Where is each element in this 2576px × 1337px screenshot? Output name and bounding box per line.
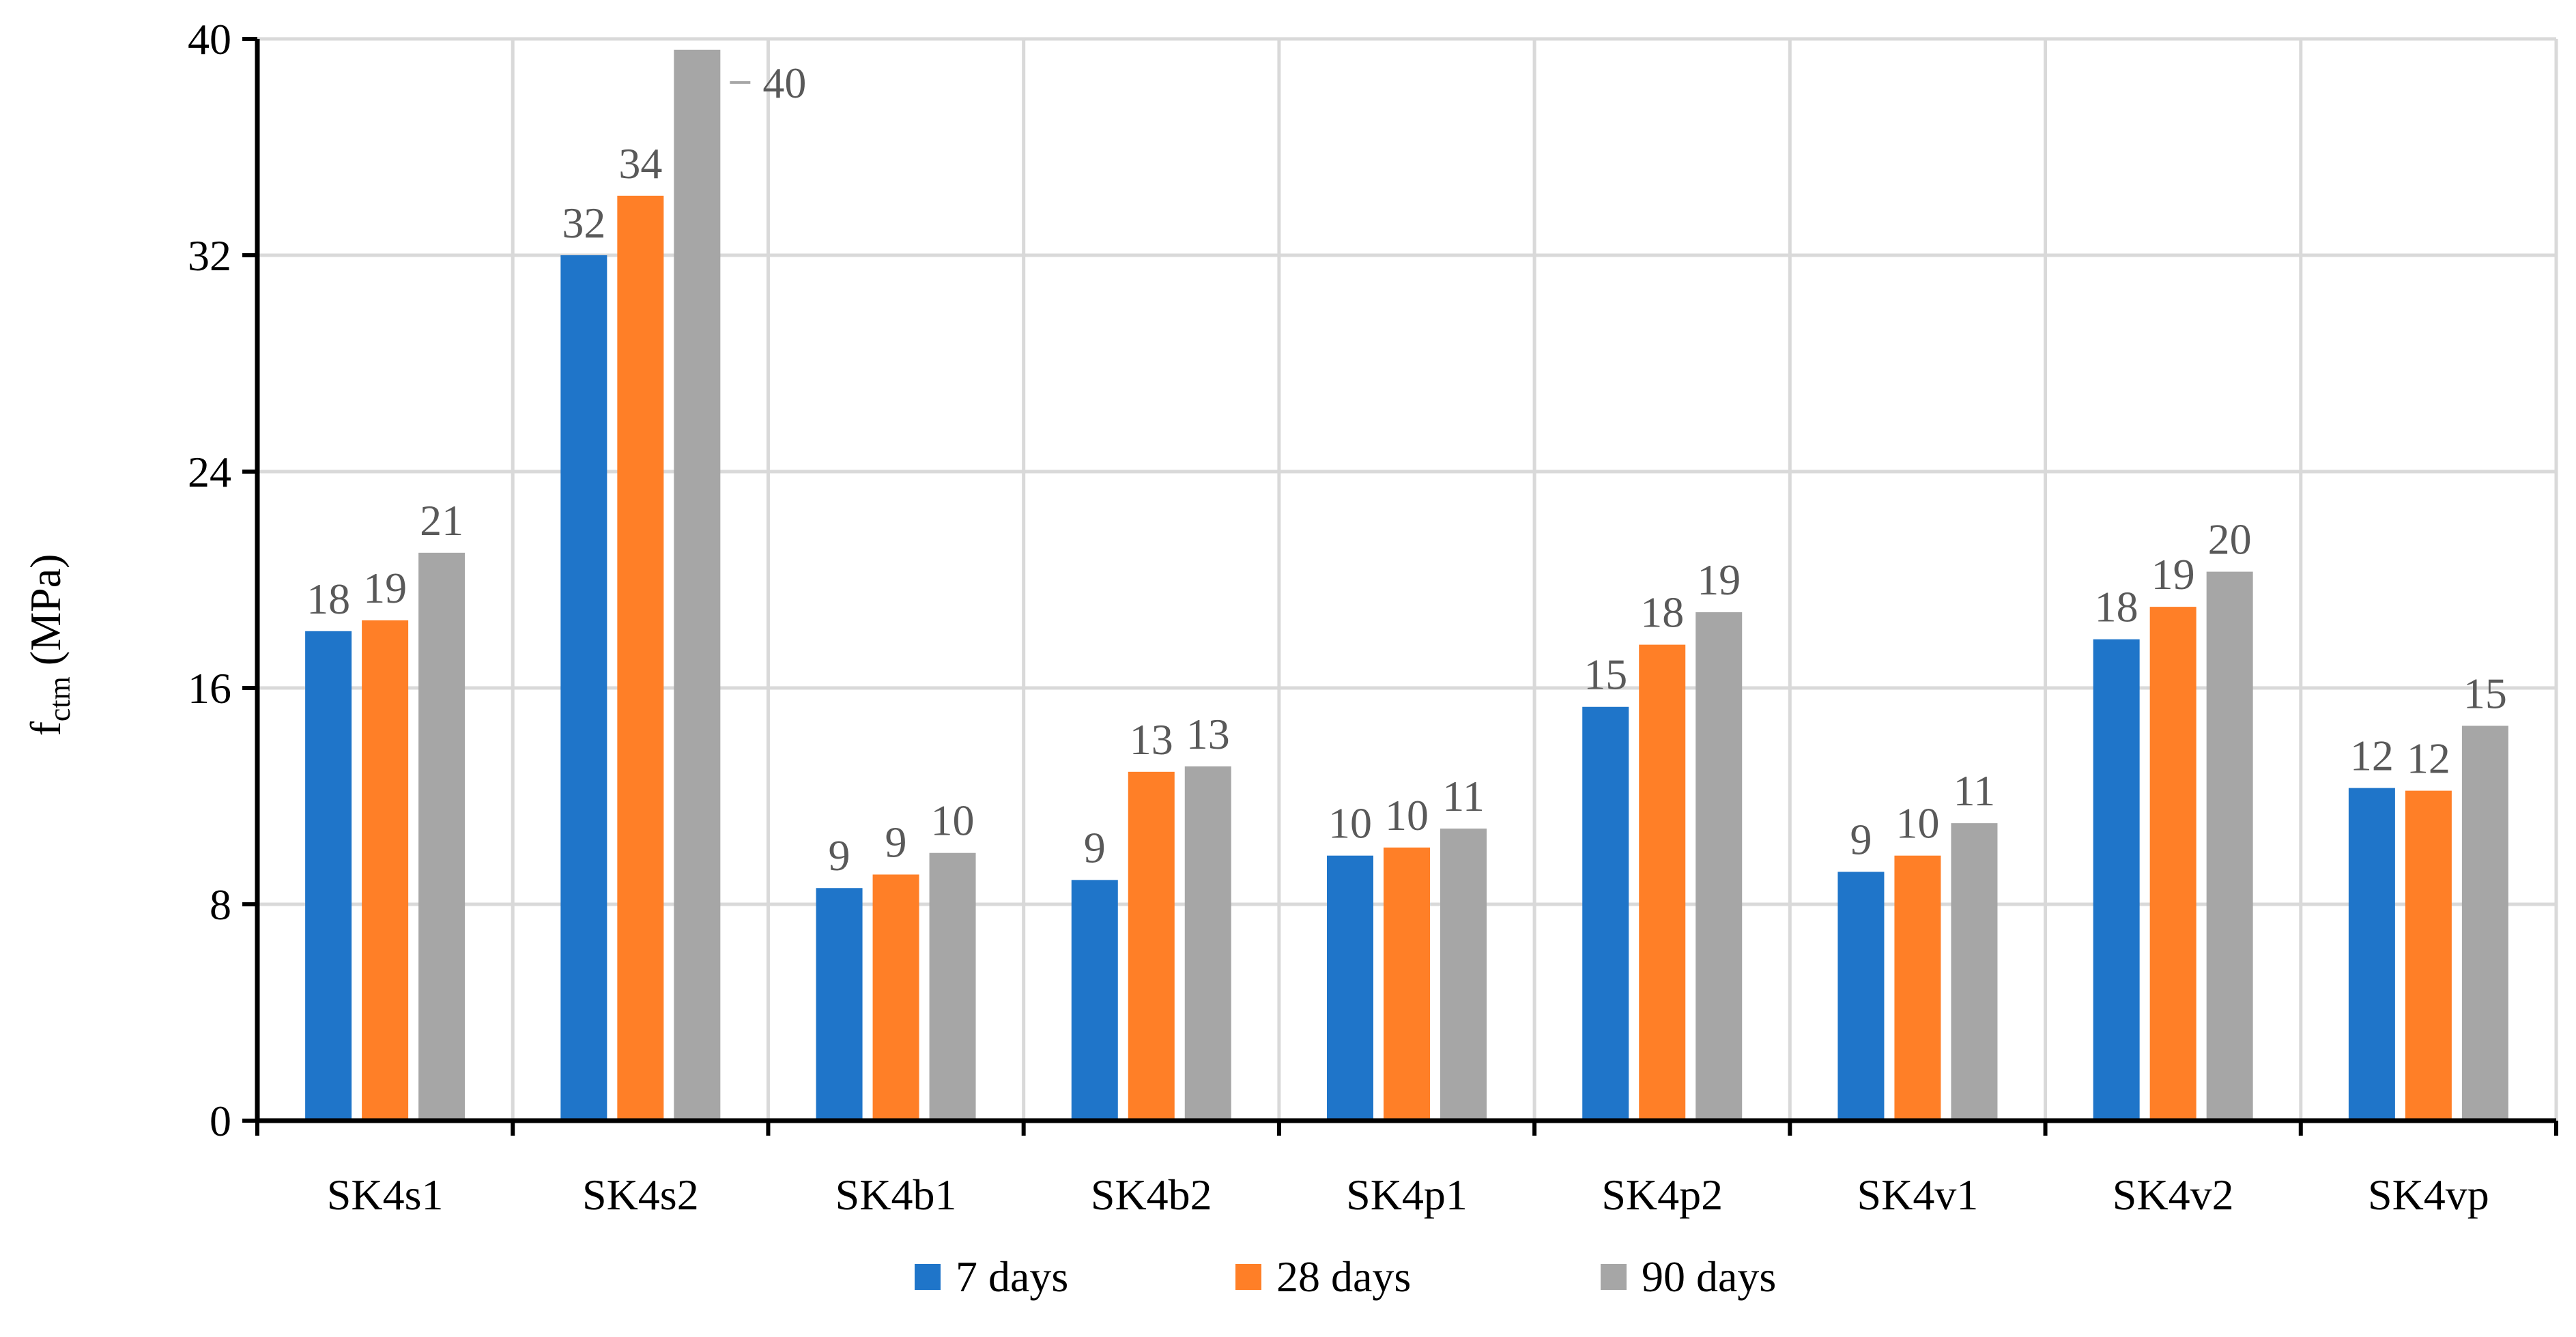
data-label: 9 (1084, 823, 1106, 872)
legend-label: 90 days (1642, 1252, 1776, 1301)
data-label: 19 (1697, 556, 1741, 604)
data-label: 9 (1850, 815, 1872, 863)
data-label: 11 (1954, 766, 1996, 815)
bar (2461, 725, 2508, 1121)
bar (2206, 571, 2253, 1121)
data-label: 15 (1584, 650, 1627, 699)
bar (2348, 788, 2395, 1121)
legend-label: 28 days (1276, 1252, 1411, 1301)
x-tick-label: SK4b1 (835, 1170, 957, 1219)
data-label: 18 (1640, 588, 1684, 637)
data-label: 19 (363, 564, 407, 612)
legend-label: 7 days (956, 1252, 1068, 1301)
data-label: 18 (306, 575, 350, 623)
data-label: 40 (762, 59, 806, 107)
data-label: 19 (2151, 550, 2195, 599)
data-label: 18 (2095, 583, 2138, 631)
bar (1639, 644, 1686, 1121)
bar (2149, 607, 2196, 1121)
data-label: 9 (885, 818, 907, 866)
data-label: 13 (1130, 715, 1173, 764)
bar (1384, 847, 1430, 1121)
bar (1582, 706, 1629, 1121)
y-tick-label: 0 (210, 1097, 231, 1145)
bar (617, 195, 664, 1121)
x-tick-label: SK4p2 (1601, 1170, 1723, 1219)
legend-swatch (1601, 1264, 1627, 1290)
bar (1695, 612, 1743, 1121)
data-label: 10 (931, 796, 975, 845)
bar (305, 631, 352, 1121)
data-label: 12 (2350, 732, 2394, 780)
data-label: 20 (2208, 515, 2252, 564)
bar (929, 852, 976, 1121)
legend: 7 days 28 days 90 days (915, 1252, 1776, 1301)
x-tick-label: SK4v1 (1857, 1170, 1979, 1219)
legend-swatch (1235, 1264, 1261, 1290)
y-axis-subscript: ctm (43, 676, 76, 721)
bar (1894, 855, 1941, 1121)
data-label: 9 (829, 831, 850, 880)
legend-swatch (915, 1264, 941, 1290)
data-label: 32 (562, 199, 605, 247)
x-tick-label: SK4s1 (327, 1170, 444, 1219)
bar (1128, 771, 1175, 1121)
x-tick-label: SK4p1 (1346, 1170, 1468, 1219)
x-tick-label: SK4v2 (2113, 1170, 2234, 1219)
bar (872, 874, 919, 1121)
y-tick-label: 24 (188, 448, 231, 496)
x-tick-label: SK4s2 (582, 1170, 699, 1219)
y-axis-unit: (MPa) (21, 554, 70, 677)
bar (674, 49, 721, 1121)
data-label: 10 (1895, 799, 1939, 848)
data-label: 11 (1442, 772, 1485, 820)
bar (418, 552, 466, 1121)
bar (1837, 872, 1885, 1121)
y-tick-label: 8 (210, 880, 231, 929)
bar (2405, 790, 2452, 1121)
data-label: 10 (1385, 791, 1429, 839)
bar (1951, 823, 1998, 1121)
bar (1071, 880, 1118, 1121)
y-tick-label: 16 (188, 664, 231, 713)
bar (560, 255, 607, 1121)
bar (816, 888, 863, 1121)
axes: 0 8 16 24 32 40 SK4s1 SK4s2 SK4b1 SK4b2 SK4p1 SK4p2… (188, 15, 2558, 1219)
bar (1184, 766, 1231, 1121)
data-label: 13 (1186, 710, 1230, 758)
bar (1327, 855, 1373, 1121)
data-label: 10 (1328, 799, 1372, 848)
data-label: 12 (2407, 734, 2450, 783)
bars (305, 49, 2508, 1121)
x-tick-label: SK4b2 (1091, 1170, 1212, 1219)
y-axis-title: fctm (MPa) (21, 554, 76, 736)
bar (362, 620, 409, 1121)
y-tick-label: 32 (188, 231, 231, 280)
bar (2093, 639, 2140, 1121)
data-label: 21 (420, 496, 463, 545)
y-tick-label: 40 (188, 15, 231, 63)
x-tick-label: SK4vp (2368, 1170, 2489, 1219)
bar (1440, 829, 1487, 1121)
data-label: 15 (2463, 669, 2507, 717)
data-label: 34 (618, 139, 662, 188)
y-axis-symbol: f (21, 721, 70, 736)
